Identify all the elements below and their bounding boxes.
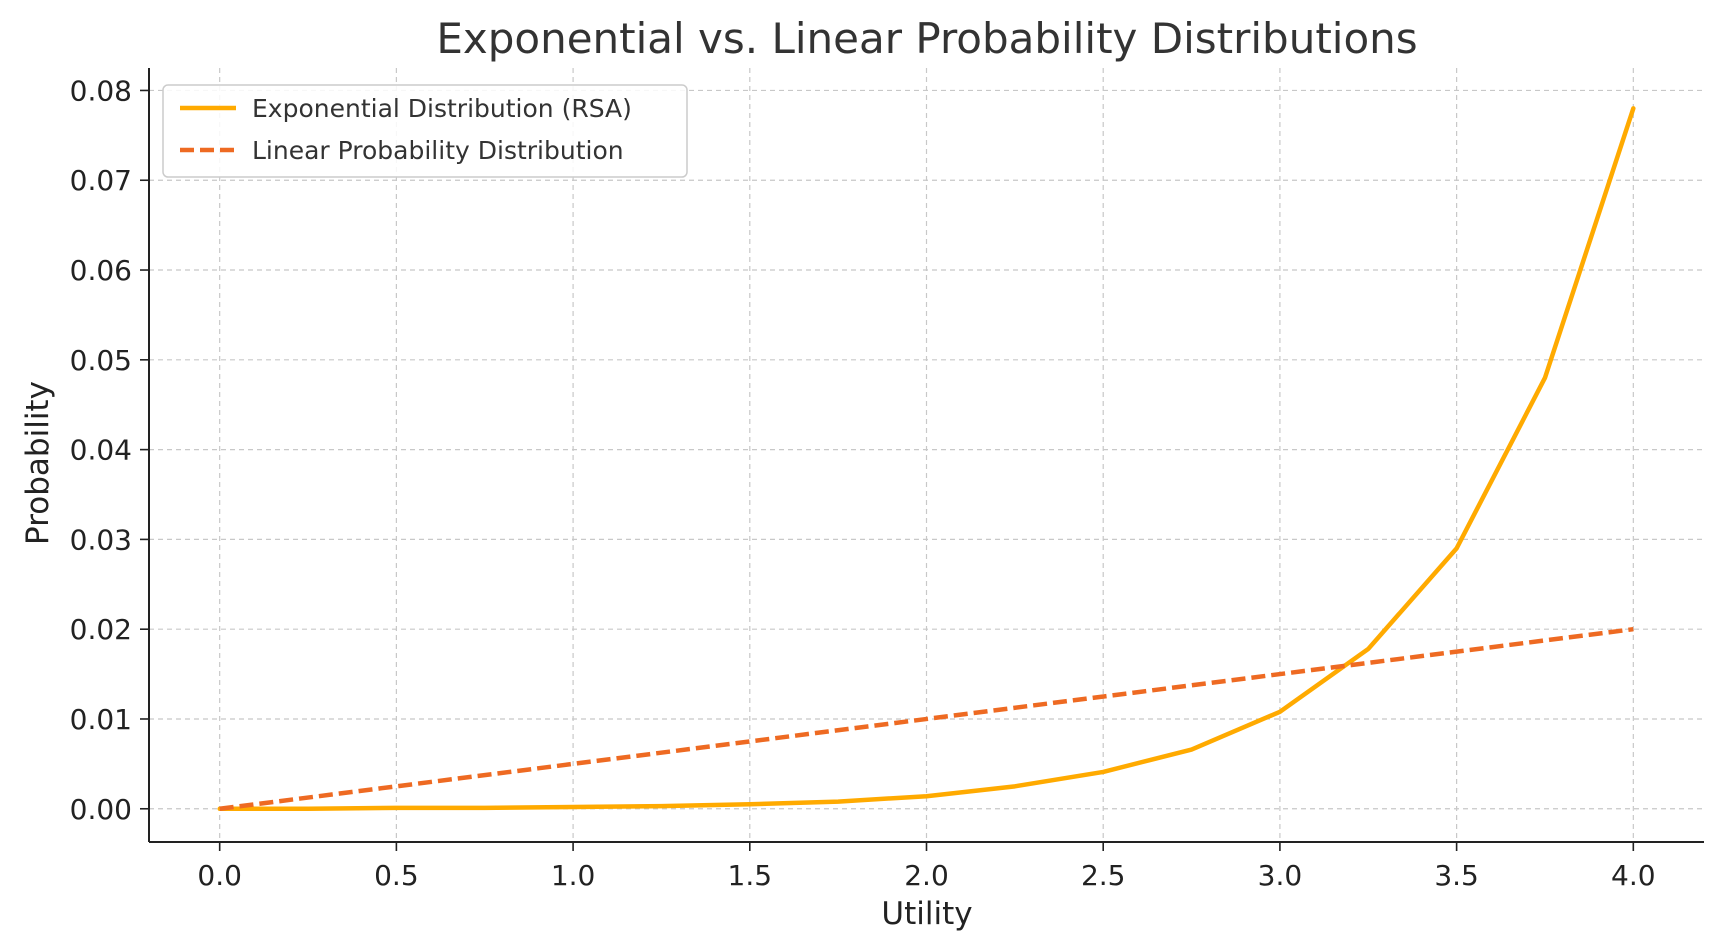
x-tick-label: 1.5	[728, 859, 773, 892]
x-tick-label: 0.5	[374, 859, 419, 892]
y-tick-label: 0.00	[70, 793, 132, 826]
x-tick-label: 1.0	[551, 859, 596, 892]
chart-title: Exponential vs. Linear Probability Distr…	[436, 14, 1417, 63]
x-axis-label: Utility	[881, 896, 972, 932]
x-tick-label: 3.0	[1258, 859, 1303, 892]
legend-label-exponential: Exponential Distribution (RSA)	[252, 94, 632, 123]
y-tick-label: 0.07	[70, 164, 132, 197]
y-tick-label: 0.06	[70, 254, 132, 287]
x-tick-label: 4.0	[1611, 859, 1656, 892]
series-layer	[217, 106, 1636, 812]
y-axis-label: Probability	[20, 381, 56, 545]
x-tick-label: 0.0	[197, 859, 242, 892]
y-tick-label: 0.08	[70, 74, 132, 107]
legend-label-linear: Linear Probability Distribution	[252, 136, 624, 165]
grid-layer	[149, 68, 1704, 842]
y-tick-label: 0.04	[70, 434, 132, 467]
legend: Exponential Distribution (RSA) Linear Pr…	[162, 84, 688, 178]
legend-box	[162, 84, 688, 178]
x-tick-label: 3.5	[1434, 859, 1479, 892]
y-tick-label: 0.05	[70, 344, 132, 377]
y-tick-label: 0.03	[70, 523, 132, 556]
y-tick-label: 0.01	[70, 703, 132, 736]
y-tick-label: 0.02	[70, 613, 132, 646]
x-tick-label: 2.5	[1081, 859, 1126, 892]
series-line-exponential	[217, 106, 1636, 812]
series-line-linear	[219, 626, 1634, 812]
x-tick-label: 2.0	[904, 859, 949, 892]
ticks-layer: 0.0 0.5 1.0 1.5 2.0 2.5 3.0 3.5 4.0 0.00 0.01 0.02 0…	[70, 74, 1656, 892]
